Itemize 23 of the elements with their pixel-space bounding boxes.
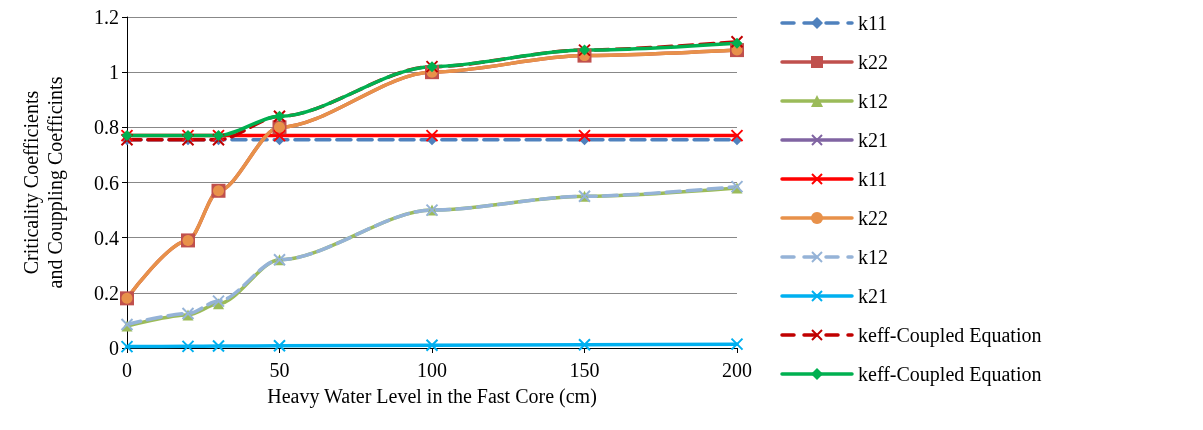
legend-label: k11 <box>858 12 888 34</box>
legend-label: k12 <box>858 90 888 112</box>
y-tick-label: 0.8 <box>94 116 119 139</box>
y-tick-label: 0.2 <box>94 281 119 304</box>
legend-label: k11 <box>858 168 888 190</box>
legend-label: k21 <box>858 285 888 307</box>
legend-label: keff-Coupled Equation <box>858 363 1042 386</box>
legend-label: k21 <box>858 129 888 151</box>
legend-label: k22 <box>858 51 888 73</box>
x-tick-label: 50 <box>269 359 290 381</box>
x-tick-label: 100 <box>417 359 447 381</box>
legend-label: keff-Coupled Equation <box>858 324 1042 347</box>
x-tick-label: 150 <box>569 359 600 381</box>
x-axis-title: Heavy Water Level in the Fast Core (cm) <box>267 385 597 408</box>
y-tick-label: 0.4 <box>94 226 119 249</box>
y-tick-label: 0 <box>109 337 119 359</box>
x-tick-label: 200 <box>722 359 752 381</box>
legend-label: k12 <box>858 246 888 268</box>
y-tick-label: 0.6 <box>94 171 119 194</box>
legend-label: k22 <box>858 207 888 229</box>
y-tick-label: 1.2 <box>94 6 119 28</box>
y-axis-title: Criticality Coefficients and Couppling Coefficints <box>20 76 67 289</box>
y-tick-label: 1 <box>109 61 119 84</box>
